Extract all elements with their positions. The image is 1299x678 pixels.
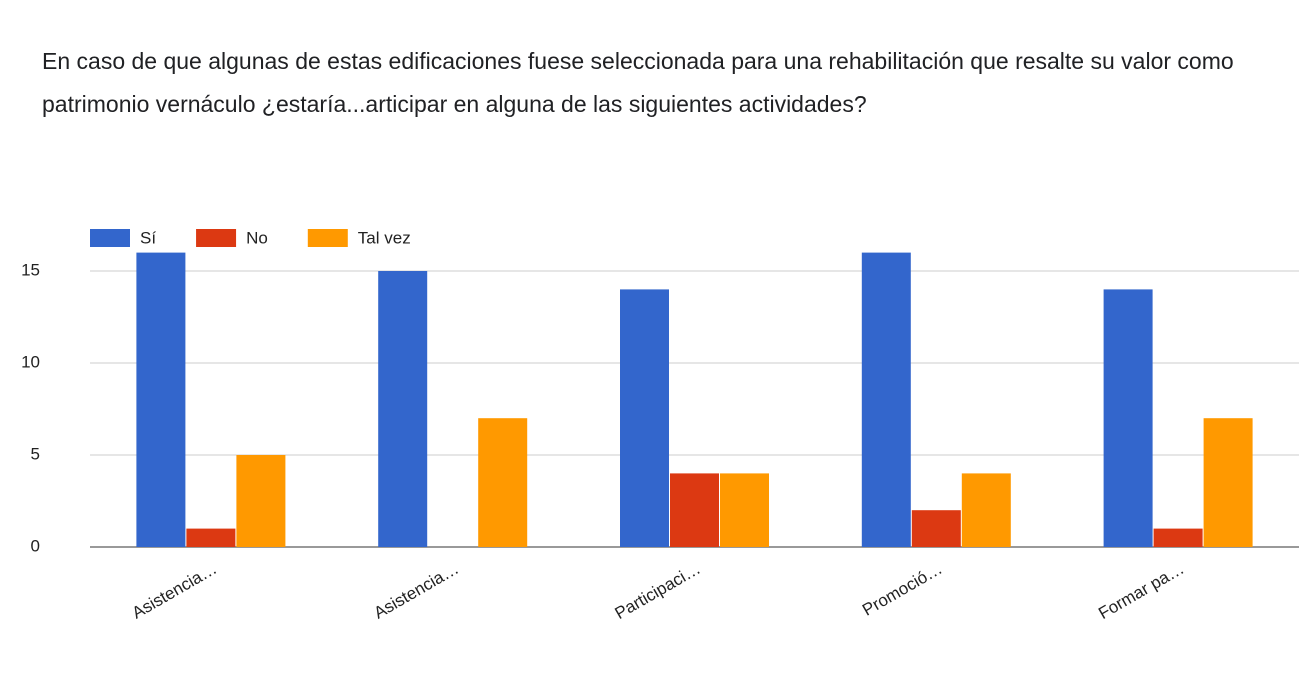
bar — [378, 271, 428, 547]
legend-label: Tal vez — [358, 228, 411, 247]
legend-swatch — [307, 229, 348, 247]
legend-label: Sí — [140, 228, 156, 247]
y-tick-label: 5 — [31, 444, 40, 463]
x-tick-label: Promoció… — [859, 559, 945, 620]
bar — [720, 473, 769, 547]
y-tick-label: 15 — [21, 260, 40, 279]
y-tick-label: 0 — [31, 536, 40, 555]
x-tick-label: Asistencia… — [129, 559, 220, 623]
legend-swatch — [196, 229, 237, 247]
bar — [861, 252, 911, 547]
x-tick-label: Participaci… — [612, 559, 704, 623]
y-tick-label: 10 — [21, 352, 40, 371]
x-tick-label: Asistencia… — [371, 559, 462, 623]
bar — [911, 510, 961, 547]
bar — [620, 289, 669, 547]
bar — [1203, 418, 1253, 547]
bar — [1153, 528, 1203, 547]
chart-title: En caso de que algunas de estas edificac… — [42, 48, 1234, 117]
legend-label: No — [246, 228, 268, 247]
legend-swatch — [90, 229, 130, 247]
bar — [186, 528, 236, 547]
bar — [961, 473, 1011, 547]
bar — [136, 252, 186, 547]
bar — [1103, 289, 1153, 547]
bar — [670, 473, 719, 547]
x-tick-label: Formar pa… — [1095, 559, 1187, 623]
bar — [478, 418, 528, 547]
bar — [236, 455, 286, 547]
